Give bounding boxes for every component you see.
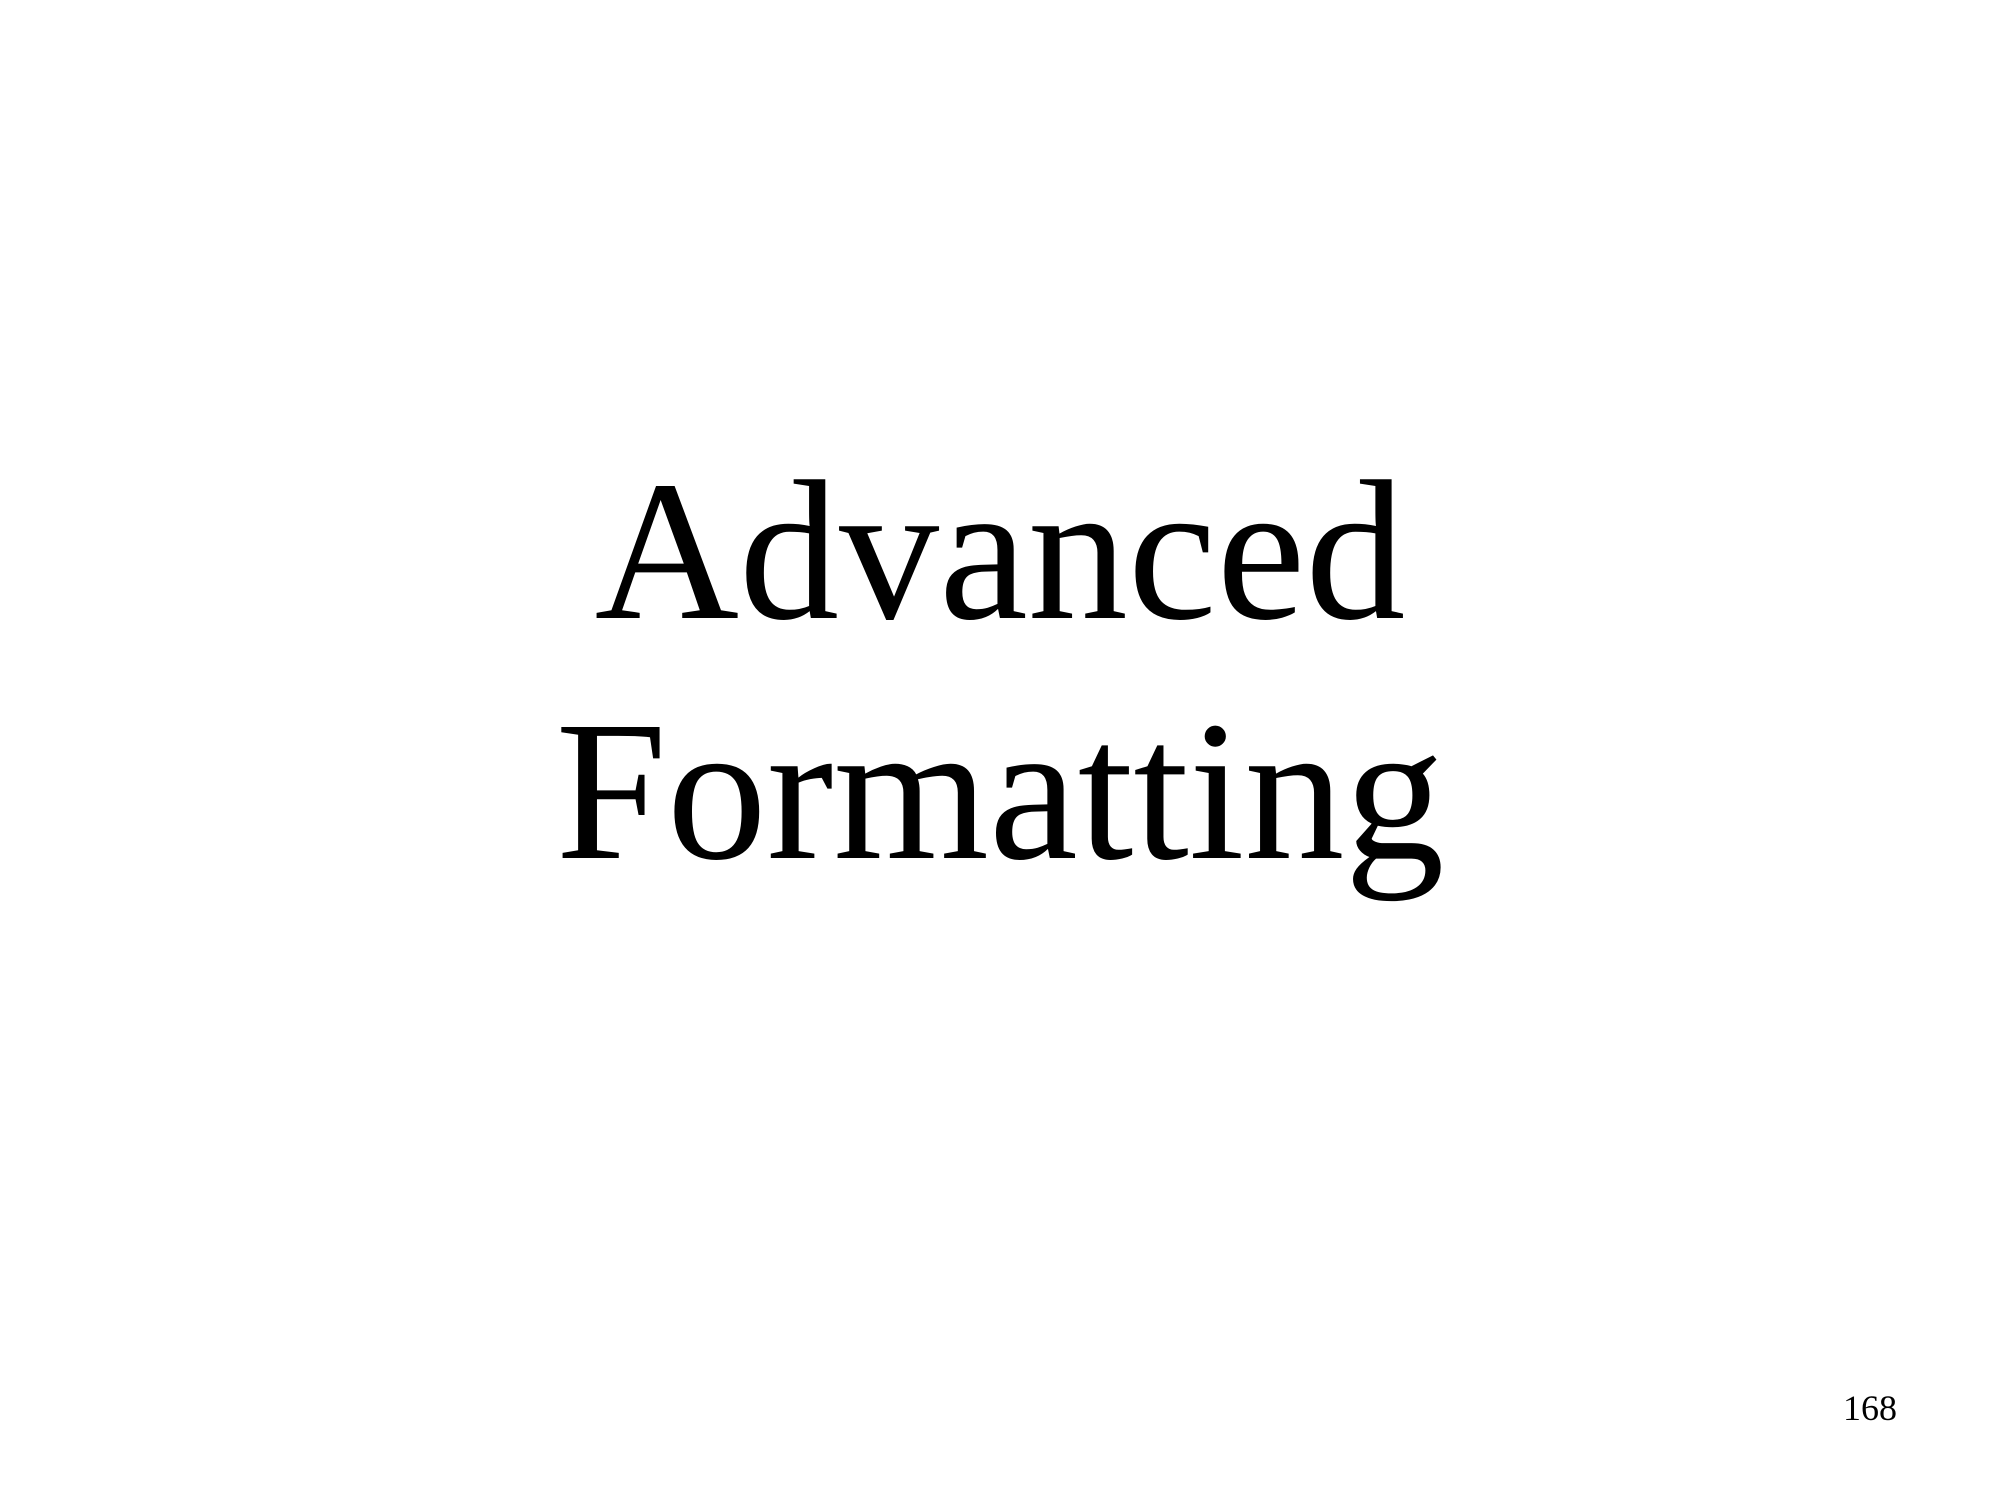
slide-title-line-1: Advanced [594,441,1406,662]
page-number: 168 [1843,1388,1897,1428]
slide-title-line-2: Formatting [555,681,1445,902]
slide-title: Advanced Formatting [0,432,2000,912]
